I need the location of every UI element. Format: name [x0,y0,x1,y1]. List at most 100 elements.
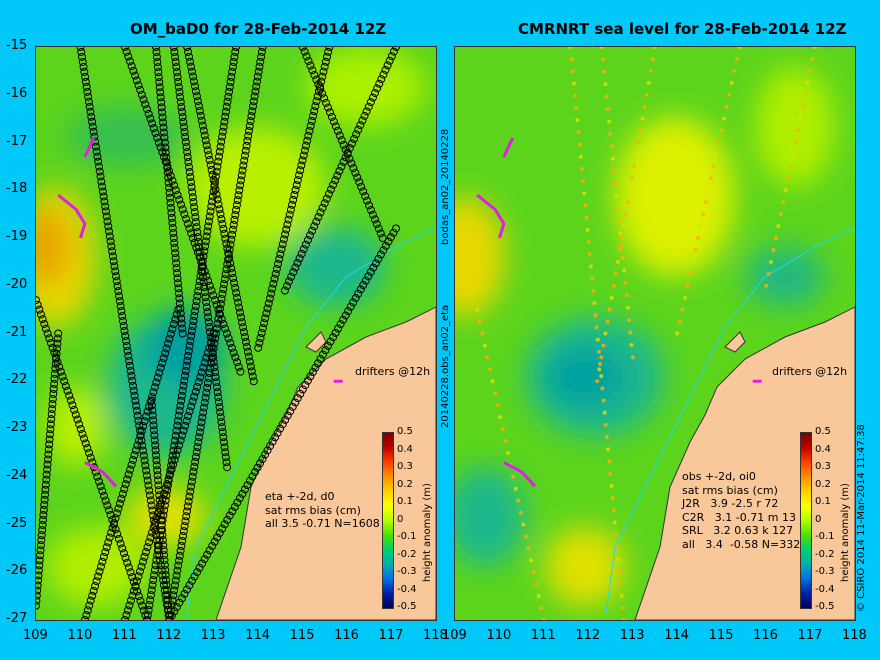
obs-point [690,259,695,264]
track-point [232,201,241,210]
track-point [295,254,304,263]
track-point [269,279,278,288]
x-tick-label: 112 [575,628,601,643]
satellite-track [254,47,334,352]
track-point [339,140,348,149]
track-point [149,124,158,133]
track-point [80,616,89,620]
track-point [122,47,131,56]
track-point [90,132,99,141]
track-point [200,358,209,367]
obs-point [625,305,630,310]
track-point [182,143,191,152]
track-point [52,354,61,363]
track-point [161,157,170,166]
track-point [108,252,117,261]
obs-point [764,283,769,288]
right-map-title: CMRNRT sea level for 28-Feb-2014 12Z [518,20,847,38]
track-point [104,222,113,231]
y-tick-label: -21 [6,324,28,340]
track-point [171,431,180,440]
track-point [219,433,228,442]
obs-point [616,557,621,562]
track-point [214,157,223,166]
track-point [355,178,364,187]
track-point [282,225,291,234]
track-point [141,548,150,557]
obs-point [612,169,617,174]
track-point [231,353,240,362]
track-point [93,472,102,481]
track-point [217,294,226,303]
track-point [358,116,367,125]
track-point [83,444,92,453]
track-point [187,183,196,192]
track-point [163,480,172,489]
track-point [232,288,241,297]
obs-point [574,105,579,110]
track-point [132,577,141,586]
track-point [191,457,200,466]
colorbar-tick-label: -0.2 [815,548,835,560]
track-point [188,72,197,81]
track-point [208,197,217,206]
track-point [152,47,160,51]
track-point [199,363,208,372]
track-point [273,428,282,437]
track-point [368,210,377,219]
obs-point [596,349,601,354]
track-point [193,233,202,242]
track-point [376,250,385,259]
obs-point [724,104,729,109]
track-point [174,556,183,565]
track-point [228,507,237,516]
track-point [310,222,319,231]
track-point [147,586,156,595]
track-point [159,128,168,137]
track-point [137,426,146,435]
track-point [205,281,214,290]
track-point [36,596,41,605]
obs-point [597,367,602,372]
track-point [96,482,105,491]
track-point [110,262,119,271]
track-point [127,62,136,71]
x-tick-label: 117 [797,628,823,643]
track-point [222,329,231,338]
track-point [219,438,228,447]
track-point [171,576,180,585]
track-point [349,164,358,173]
track-point [376,229,385,238]
track-point [205,369,214,378]
track-point [145,486,154,495]
obs-point [518,510,523,515]
stats-line: all 3.5 -0.71 N=1608 [265,517,380,530]
track-point [116,539,125,548]
track-point [230,52,239,61]
track-point [257,329,266,338]
obs-point [600,57,605,62]
track-point [327,112,336,121]
track-point [124,351,133,360]
track-point [176,546,185,555]
track-point [114,504,123,513]
track-point [188,472,197,481]
track-point [151,441,160,450]
track-point [162,158,171,167]
track-point [283,411,292,420]
track-point [177,541,186,550]
track-point [169,47,178,51]
track-point [184,47,193,56]
track-point [267,289,276,298]
track-point [48,400,57,409]
track-point [128,376,137,385]
right-drifter-label: drifters @12h [772,365,848,378]
track-point [81,77,90,86]
track-point [156,511,165,520]
track-point [190,312,199,321]
track-point [135,421,144,430]
track-point [107,528,116,537]
track-point [221,234,230,243]
track-point [306,121,315,130]
track-point [36,296,40,305]
